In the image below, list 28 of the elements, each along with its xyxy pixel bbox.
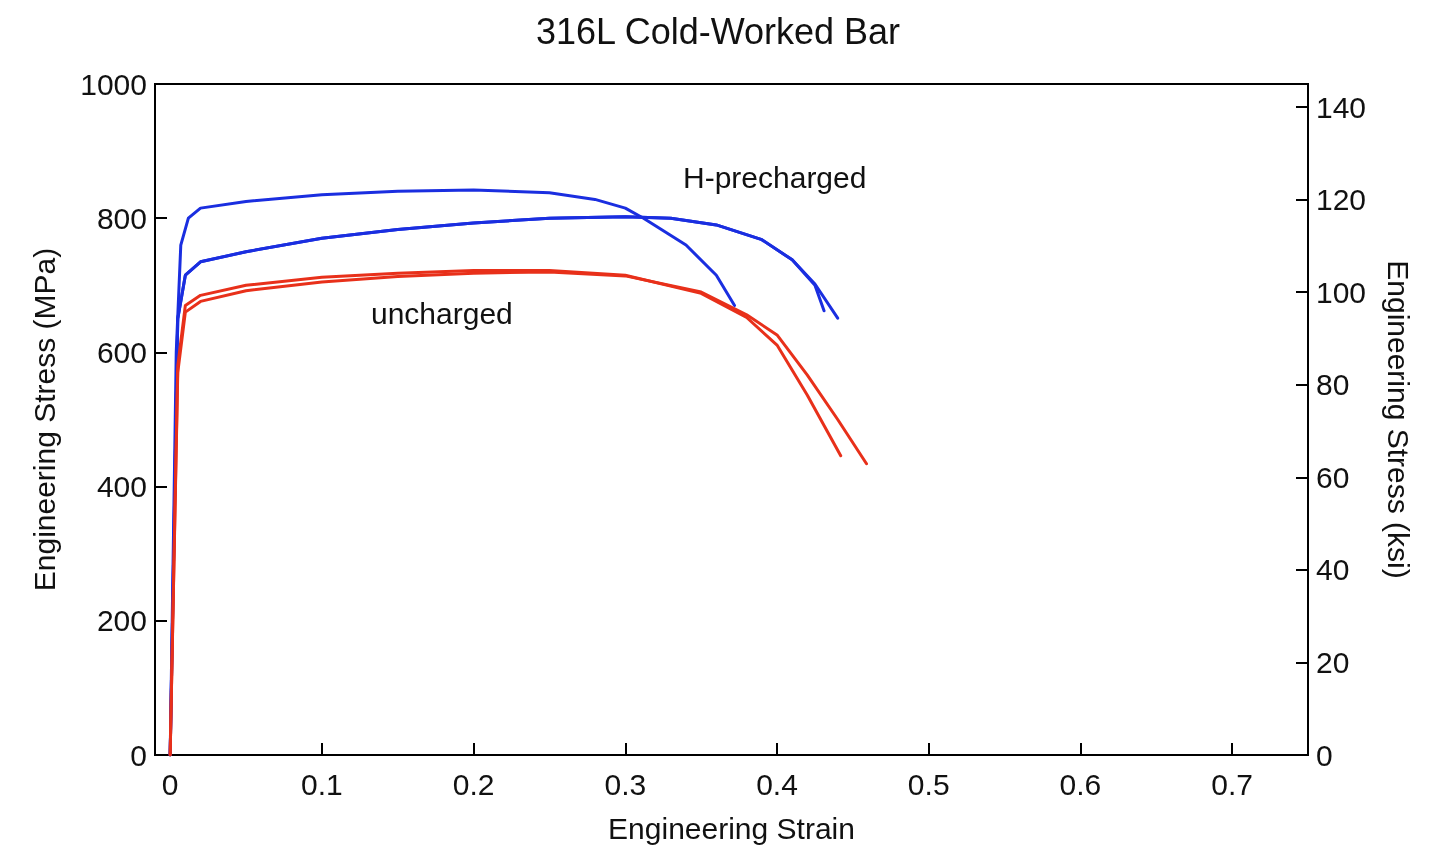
annotation: uncharged — [371, 296, 513, 330]
annotation: H-precharged — [683, 160, 867, 194]
x-tick-label: 0.2 — [452, 767, 495, 801]
y2-axis-title: Engineering Stress (ksi) — [1381, 260, 1415, 579]
y2-tick-label: 60 — [1316, 460, 1350, 494]
y2-tick-label: 100 — [1316, 275, 1367, 309]
y2-tick-label: 20 — [1316, 645, 1350, 679]
y-axis-title: Engineering Stress (MPa) — [27, 247, 61, 592]
chart-title: 316L Cold-Worked Bar — [535, 10, 901, 52]
x-tick-label: 0.3 — [604, 767, 647, 801]
y2-tick-label: 0 — [1316, 738, 1333, 772]
y-tick-label: 800 — [96, 201, 147, 235]
y-tick-label: 1000 — [80, 67, 147, 101]
y-tick-label: 200 — [96, 604, 147, 638]
y2-tick-label: 80 — [1316, 368, 1350, 402]
x-tick-label: 0.5 — [907, 767, 950, 801]
y2-tick-label: 140 — [1316, 90, 1367, 124]
x-tick-label: 0.4 — [756, 767, 798, 801]
y-tick-label: 400 — [96, 470, 147, 504]
y-tick-label: 0 — [130, 738, 147, 772]
y2-tick-label: 40 — [1316, 553, 1350, 587]
x-tick-label: 0.1 — [301, 767, 343, 801]
y2-tick-label: 120 — [1316, 183, 1367, 217]
x-tick-label: 0.6 — [1059, 767, 1102, 801]
y-tick-label: 600 — [96, 335, 147, 369]
x-tick-label: 0.7 — [1211, 767, 1253, 801]
x-axis-title: Engineering Strain — [608, 811, 855, 845]
x-tick-label: 0 — [161, 767, 179, 801]
